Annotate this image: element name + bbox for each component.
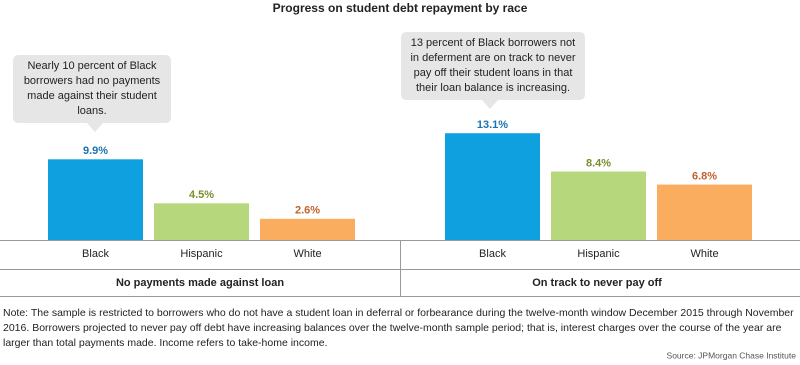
bar [445,133,540,240]
bar [48,159,143,240]
note: larger than total payments made. Income … [3,337,328,349]
annotation: their loan balance is increasing. [416,82,570,94]
annotation: Nearly 10 percent of Black [27,60,157,72]
annotation: pay off their student loans in that [414,67,573,79]
annotation: made against their student [27,90,157,102]
note: Note: The sample is restricted to borrow… [3,307,794,319]
value-label: 9.9% [83,145,108,157]
bar [154,203,249,240]
value-label: 2.6% [295,205,320,217]
annotation: in deferment are on track to never [410,52,575,64]
x-tick-label: Hispanic [180,248,223,260]
note: 2016. Borrowers projected to never pay o… [3,322,782,334]
bar [657,184,752,240]
x-axis-label: No payments made against loan [116,277,284,289]
value-label: 13.1% [477,119,508,131]
bar [260,218,355,240]
annotation: loans. [77,105,106,117]
annotation: 13 percent of Black borrowers not [411,37,575,49]
x-tick-label: Black [479,248,506,260]
value-label: 6.8% [692,170,717,182]
source: Source: JPMorgan Chase Institute [667,350,797,360]
x-tick-label: White [293,248,321,260]
annotation: borrowers had no payments [24,75,161,87]
value-label: 8.4% [586,157,611,169]
x-axis-label: On track to never pay off [532,277,662,289]
x-tick-label: White [690,248,718,260]
callout [401,32,585,109]
x-tick-label: Hispanic [577,248,620,260]
bar [551,171,646,240]
value-label: 4.5% [189,189,214,201]
chart-title: Progress on student debt repayment by ra… [273,1,528,15]
callout [13,55,171,132]
x-tick-label: Black [82,248,109,260]
